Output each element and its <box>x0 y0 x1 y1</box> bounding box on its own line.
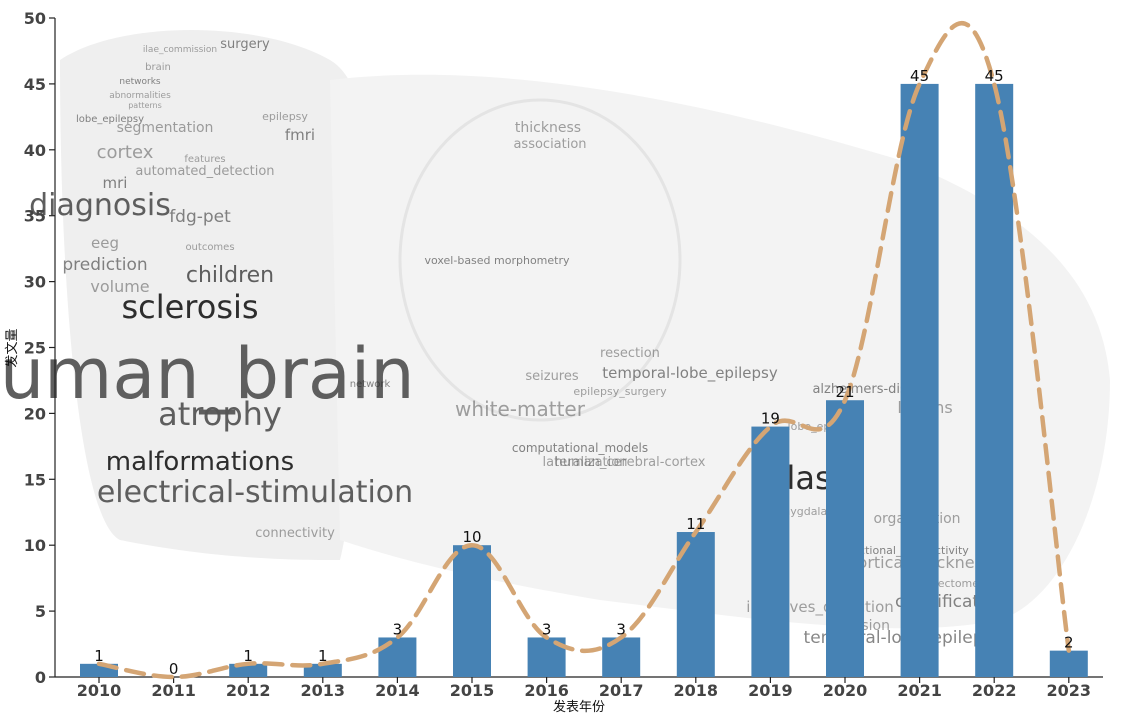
x-tick-label: 2021 <box>897 681 942 700</box>
data-label: 45 <box>985 67 1004 85</box>
word-cloud-word: cortex <box>97 142 154 163</box>
y-tick-label: 5 <box>35 602 46 621</box>
word-cloud-word: network <box>350 379 391 390</box>
y-tick-label: 35 <box>24 207 46 226</box>
bar <box>826 400 864 677</box>
word-cloud-word: association <box>513 137 586 152</box>
data-label: 3 <box>616 620 626 638</box>
word-cloud-word: fdg-pet <box>169 207 231 227</box>
word-cloud-word: human_brain <box>0 333 415 415</box>
y-axis-title: 发文量 <box>4 328 20 367</box>
x-axis-title: 发表年份 <box>553 699 605 715</box>
bar <box>900 83 939 677</box>
word-cloud-word: white-matter <box>455 397 586 421</box>
word-cloud-word: surgery <box>220 37 270 52</box>
word-cloud-word: brain <box>145 62 171 73</box>
word-cloud-word: connectivity <box>255 526 335 541</box>
bar <box>751 426 790 677</box>
data-label: 11 <box>686 515 705 533</box>
trend-line-path <box>96 21 1072 680</box>
y-tick-label: 25 <box>24 339 46 358</box>
word-cloud-word: abnormalities <box>109 91 171 101</box>
word-cloud-word: computational_models <box>512 441 648 455</box>
x-tick-label: 2020 <box>823 681 868 700</box>
data-label: 19 <box>761 410 780 428</box>
word-cloud-word: thickness <box>515 120 581 136</box>
y-tick-label: 0 <box>35 668 46 687</box>
word-cloud-word: eeg <box>91 234 119 252</box>
word-cloud-word: lobe_epilepsy <box>76 114 144 125</box>
word-cloud-word: epilepsy_surgery <box>573 385 667 398</box>
x-tick-label: 2022 <box>972 681 1017 700</box>
word-cloud-word: children <box>186 263 274 288</box>
word-cloud-word: diagnosis <box>29 188 171 223</box>
y-tick-label: 50 <box>24 9 46 28</box>
word-cloud-word: fmri <box>285 126 315 144</box>
x-tick-label: 2010 <box>77 681 122 700</box>
data-label: 1 <box>318 647 328 665</box>
x-tick-label: 2023 <box>1047 681 1092 700</box>
y-tick-label: 15 <box>24 470 46 489</box>
word-cloud-word: lateralization <box>543 455 628 470</box>
word-cloud-word: resection <box>600 346 660 361</box>
bar-series <box>80 83 1088 677</box>
word-cloud-word: prediction <box>62 255 147 275</box>
y-tick-label: 40 <box>24 141 46 160</box>
word-cloud-word: ilae_commission <box>143 45 217 55</box>
data-label: 45 <box>910 67 929 85</box>
x-tick-label: 2019 <box>748 681 793 700</box>
word-cloud-word: patterns <box>128 101 162 110</box>
bar <box>975 83 1014 677</box>
word-cloud-word: seizures <box>525 369 579 384</box>
x-axis-ticks: 2010 2011 2012 2013 2014 2015 2016 2017 2018 2019… <box>77 677 1091 700</box>
bar <box>378 637 417 677</box>
background-illustration <box>60 30 1110 629</box>
word-cloud-word: temporal-lobe_epilepsy <box>602 364 778 383</box>
word-cloud-word: atrophy <box>158 395 282 433</box>
word-cloud-word: volume <box>90 277 149 296</box>
x-tick-label: 2014 <box>375 681 420 700</box>
word-cloud-word: voxel-based morphometry <box>424 254 570 267</box>
y-tick-label: 45 <box>24 75 46 94</box>
data-label: 3 <box>542 620 552 638</box>
y-tick-label: 10 <box>24 536 46 555</box>
word-cloud-word: networks <box>119 77 161 87</box>
word-cloud-word: features <box>184 154 225 165</box>
x-tick-label: 2016 <box>524 681 569 700</box>
x-tick-label: 2015 <box>450 681 495 700</box>
bar <box>1049 650 1088 677</box>
data-label: 3 <box>393 620 403 638</box>
data-label: 0 <box>169 660 179 678</box>
x-tick-label: 2018 <box>674 681 719 700</box>
word-cloud-word: electrical-stimulation <box>97 475 413 510</box>
data-label: 1 <box>94 647 104 665</box>
word-cloud-word: epilepsy <box>262 110 308 123</box>
word-cloud-word: sclerosis <box>121 288 258 326</box>
bar <box>303 663 342 677</box>
word-cloud-word: mri <box>103 174 128 192</box>
y-tick-label: 20 <box>24 404 46 423</box>
trend-line <box>96 21 1072 680</box>
data-label: 21 <box>835 383 854 401</box>
bar <box>676 532 715 677</box>
y-tick-label: 30 <box>24 273 46 292</box>
x-tick-label: 2012 <box>226 681 271 700</box>
data-label: 10 <box>462 528 481 546</box>
x-tick-label: 2011 <box>151 681 196 700</box>
data-label: 1 <box>243 647 253 665</box>
word-cloud-word: human_cerebral-cortex <box>555 455 706 470</box>
word-cloud-word: automated_detection <box>135 164 274 179</box>
word-cloud-word: malformations <box>106 447 294 477</box>
x-tick-label: 2017 <box>599 681 644 700</box>
bar <box>453 545 491 677</box>
data-label: 2 <box>1064 634 1074 652</box>
word-cloud-word: segmentation <box>117 120 214 136</box>
x-tick-label: 2013 <box>301 681 346 700</box>
y-axis-ticks: 0 5 10 15 20 25 30 35 40 45 50 <box>24 9 55 687</box>
word-cloud-word: outcomes <box>185 242 234 253</box>
